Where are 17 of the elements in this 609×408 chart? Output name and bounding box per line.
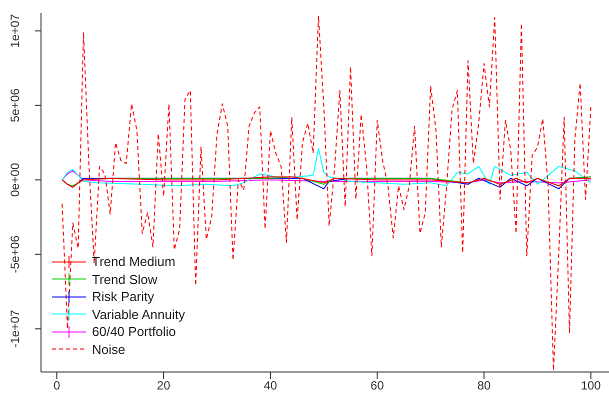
x-tick-label: 60 (370, 378, 384, 393)
x-tick-label: 20 (156, 378, 171, 393)
x-tick-label: 0 (53, 378, 60, 393)
y-tick-label: 0e+00 (8, 162, 22, 197)
legend-label: Trend Slow (92, 270, 158, 288)
x-tick-label: 40 (264, 378, 278, 393)
x-tick-label: 80 (477, 378, 492, 393)
x-tick-label: 100 (580, 378, 602, 393)
legend-label: Risk Parity (92, 288, 154, 306)
y-tick-label: -1e+07 (8, 310, 22, 348)
legend-label: Trend Medium (92, 253, 176, 270)
y-tick-label: -5e+06 (8, 235, 22, 274)
y-tick-label: 1e+07 (8, 14, 22, 48)
legend-label: Variable Annuity (92, 306, 185, 323)
y-tick-label: 5e+06 (8, 88, 22, 122)
legend-label: Noise (92, 340, 126, 358)
legend-label: 60/40 Portfolio (92, 323, 176, 340)
